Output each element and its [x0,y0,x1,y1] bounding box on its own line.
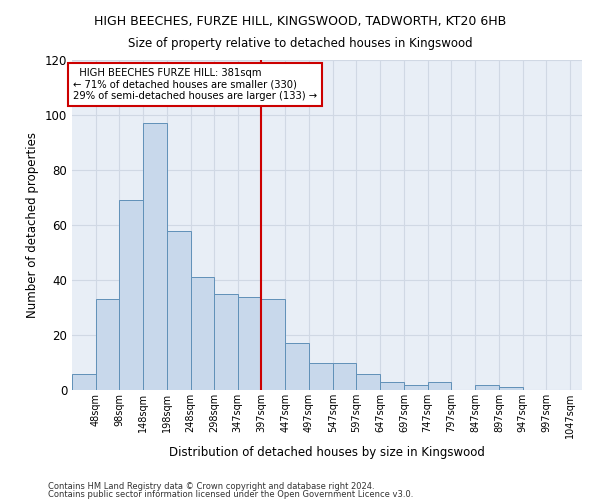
Text: Size of property relative to detached houses in Kingswood: Size of property relative to detached ho… [128,38,472,51]
Bar [167,230,191,390]
Bar [356,374,380,390]
Text: HIGH BEECHES FURZE HILL: 381sqm
← 71% of detached houses are smaller (330)
29% o: HIGH BEECHES FURZE HILL: 381sqm ← 71% of… [73,68,317,102]
Bar [191,277,214,390]
Bar [143,123,167,390]
Bar [285,343,309,390]
Text: Contains public sector information licensed under the Open Government Licence v3: Contains public sector information licen… [48,490,413,499]
Bar [96,299,119,390]
X-axis label: Distribution of detached houses by size in Kingswood: Distribution of detached houses by size … [169,446,485,460]
Bar [72,374,96,390]
Bar [404,384,428,390]
Bar [332,362,356,390]
Bar [262,299,285,390]
Y-axis label: Number of detached properties: Number of detached properties [26,132,39,318]
Text: Contains HM Land Registry data © Crown copyright and database right 2024.: Contains HM Land Registry data © Crown c… [48,482,374,491]
Bar [428,382,451,390]
Text: HIGH BEECHES, FURZE HILL, KINGSWOOD, TADWORTH, KT20 6HB: HIGH BEECHES, FURZE HILL, KINGSWOOD, TAD… [94,15,506,28]
Bar [475,384,499,390]
Bar [119,200,143,390]
Bar [499,387,523,390]
Bar [380,382,404,390]
Bar [309,362,332,390]
Bar [214,294,238,390]
Bar [238,296,262,390]
